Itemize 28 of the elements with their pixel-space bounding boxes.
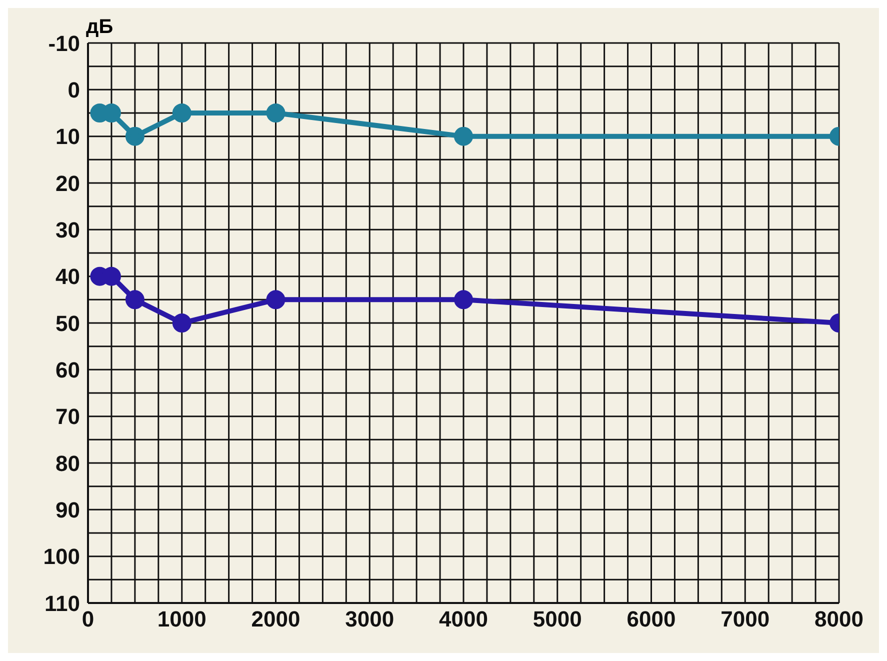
x-tick-label: 4000	[439, 606, 488, 632]
y-tick-label: 100	[43, 544, 80, 570]
y-tick-label: 70	[56, 404, 80, 430]
x-tick-label: 3000	[345, 606, 394, 632]
y-tick-label: 40	[56, 264, 80, 290]
x-tick-label: 2000	[251, 606, 300, 632]
y-axis-title: дБ	[86, 16, 114, 39]
point	[125, 290, 144, 310]
y-tick-label: 80	[56, 450, 80, 476]
x-tick-label: 1000	[157, 606, 206, 632]
y-tick-label: 0	[68, 77, 80, 102]
y-tick-label: 90	[56, 497, 80, 522]
y-tick-label: 10	[56, 124, 80, 150]
y-tick-label: 20	[56, 170, 80, 196]
y-tick-label: -10	[48, 30, 80, 56]
point	[266, 104, 286, 122]
point	[172, 314, 192, 332]
x-tick-label: 5000	[532, 606, 582, 632]
point	[125, 126, 144, 146]
x-tick-label: 8000	[814, 606, 864, 632]
y-tick-label: 60	[56, 357, 80, 382]
y-tick-label: 50	[56, 310, 80, 336]
x-tick-label: 7000	[720, 606, 770, 632]
y-tick-label: 30	[56, 217, 80, 242]
y-tick-label: 110	[44, 590, 80, 616]
point	[266, 290, 286, 310]
x-tick-label: 6000	[626, 606, 676, 632]
point	[172, 104, 192, 122]
